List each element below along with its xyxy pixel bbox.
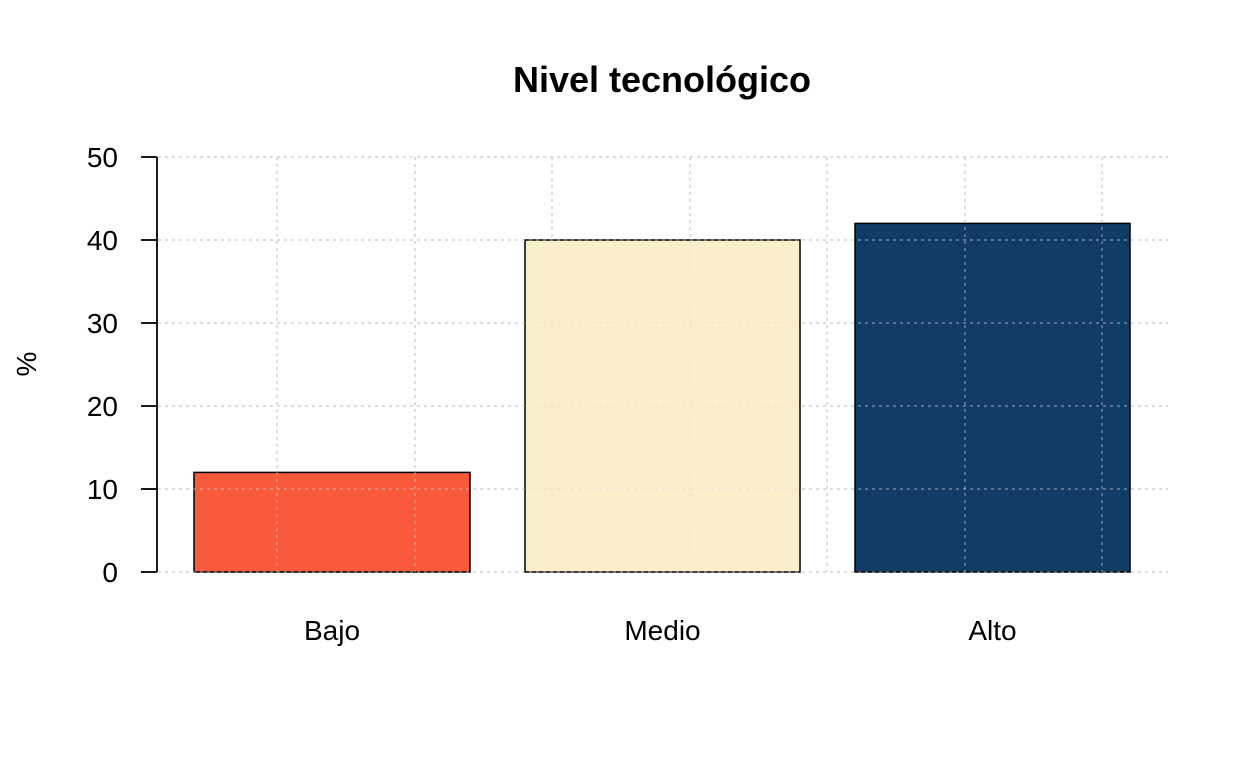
y-tick-label-3: 30 (87, 308, 118, 339)
y-axis-label: % (11, 352, 42, 377)
x-tick-label-alto: Alto (968, 615, 1016, 646)
bar-alto (854, 222, 1131, 573)
y-axis: 0 10 20 30 40 50 (87, 142, 158, 588)
x-tick-label-medio: Medio (624, 615, 700, 646)
chart-title: Nivel tecnológico (513, 59, 811, 100)
y-tick-label-1: 10 (87, 474, 118, 505)
bars (193, 222, 1131, 573)
x-tick-label-bajo: Bajo (304, 615, 360, 646)
y-tick-label-4: 40 (87, 225, 118, 256)
bar-bajo (193, 471, 471, 573)
y-tick-label-5: 50 (87, 142, 118, 173)
x-axis-labels: Bajo Medio Alto (304, 615, 1017, 646)
grid-lines-overlay (158, 156, 1168, 573)
y-tick-label-0: 0 (102, 557, 118, 588)
y-tick-label-2: 20 (87, 391, 118, 422)
